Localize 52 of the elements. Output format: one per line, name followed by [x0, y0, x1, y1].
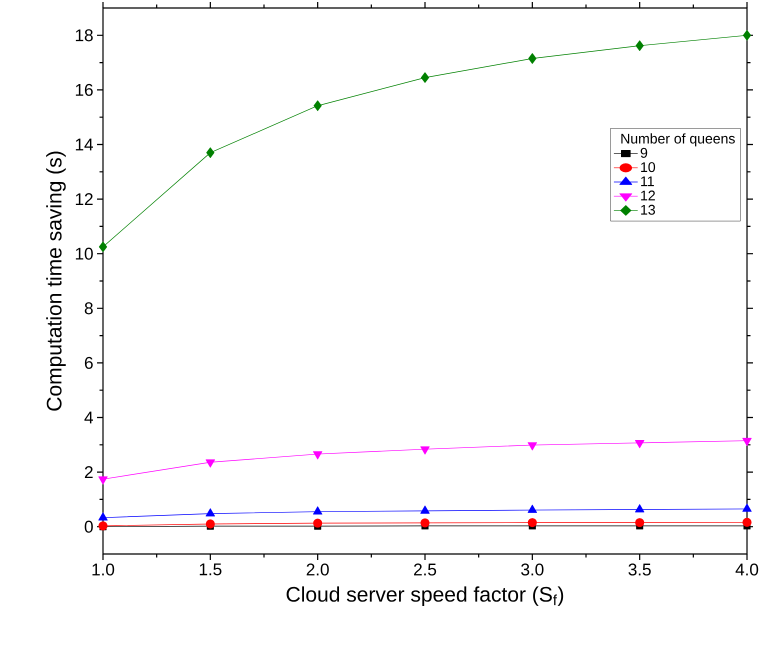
x-tick-label: 3.0	[521, 563, 544, 576]
point	[206, 508, 215, 516]
x-tick-label: 2.5	[414, 563, 436, 576]
y-tick-label: 4	[84, 412, 93, 424]
x-tick-label: 2.0	[306, 563, 329, 576]
point	[528, 504, 537, 513]
x-tick-label: 4.0	[736, 563, 758, 576]
point	[98, 242, 108, 252]
point	[313, 518, 322, 528]
y-tick-label: 10	[76, 248, 93, 260]
point	[420, 518, 430, 528]
legend-label: 9	[640, 148, 648, 158]
legend-title: Number of queens	[621, 133, 735, 146]
legend-label: 10	[641, 162, 656, 172]
point	[635, 518, 644, 528]
y-axis-title: Computation time saving (s)	[46, 152, 66, 411]
y-tick-label: 6	[84, 356, 93, 369]
point	[206, 459, 215, 468]
point	[635, 504, 644, 512]
x-tick-label: 3.5	[628, 563, 651, 576]
legend-label: 13	[641, 204, 656, 215]
point	[528, 442, 537, 450]
point	[98, 512, 108, 521]
point	[98, 476, 108, 485]
point	[636, 40, 644, 51]
point	[742, 504, 752, 512]
point	[206, 519, 215, 528]
legend-label: 12	[641, 190, 655, 200]
point	[742, 30, 752, 41]
y-tick-label: 12	[76, 193, 93, 206]
point	[314, 100, 322, 112]
y-tick-label: 16	[76, 84, 93, 96]
point	[742, 438, 752, 446]
point	[313, 506, 322, 515]
point	[635, 440, 644, 448]
x-tick-label: 1.0	[92, 563, 114, 576]
y-tick-label: 8	[84, 302, 93, 314]
point	[420, 446, 430, 454]
y-tick-label: 18	[76, 29, 93, 42]
point	[420, 506, 430, 514]
y-tick-label: 14	[76, 138, 93, 150]
point	[420, 72, 430, 83]
x-tick-label: 1.5	[200, 563, 222, 576]
point	[313, 451, 322, 460]
y-tick-label: 0	[84, 520, 93, 533]
point	[528, 518, 537, 528]
point	[742, 518, 752, 527]
legend-label: 11	[641, 176, 654, 186]
y-tick-label: 2	[84, 466, 93, 478]
point	[206, 147, 214, 158]
x-axis-title: Cloud server speed factor (S$_{f}$)	[286, 586, 564, 606]
point	[528, 53, 536, 64]
